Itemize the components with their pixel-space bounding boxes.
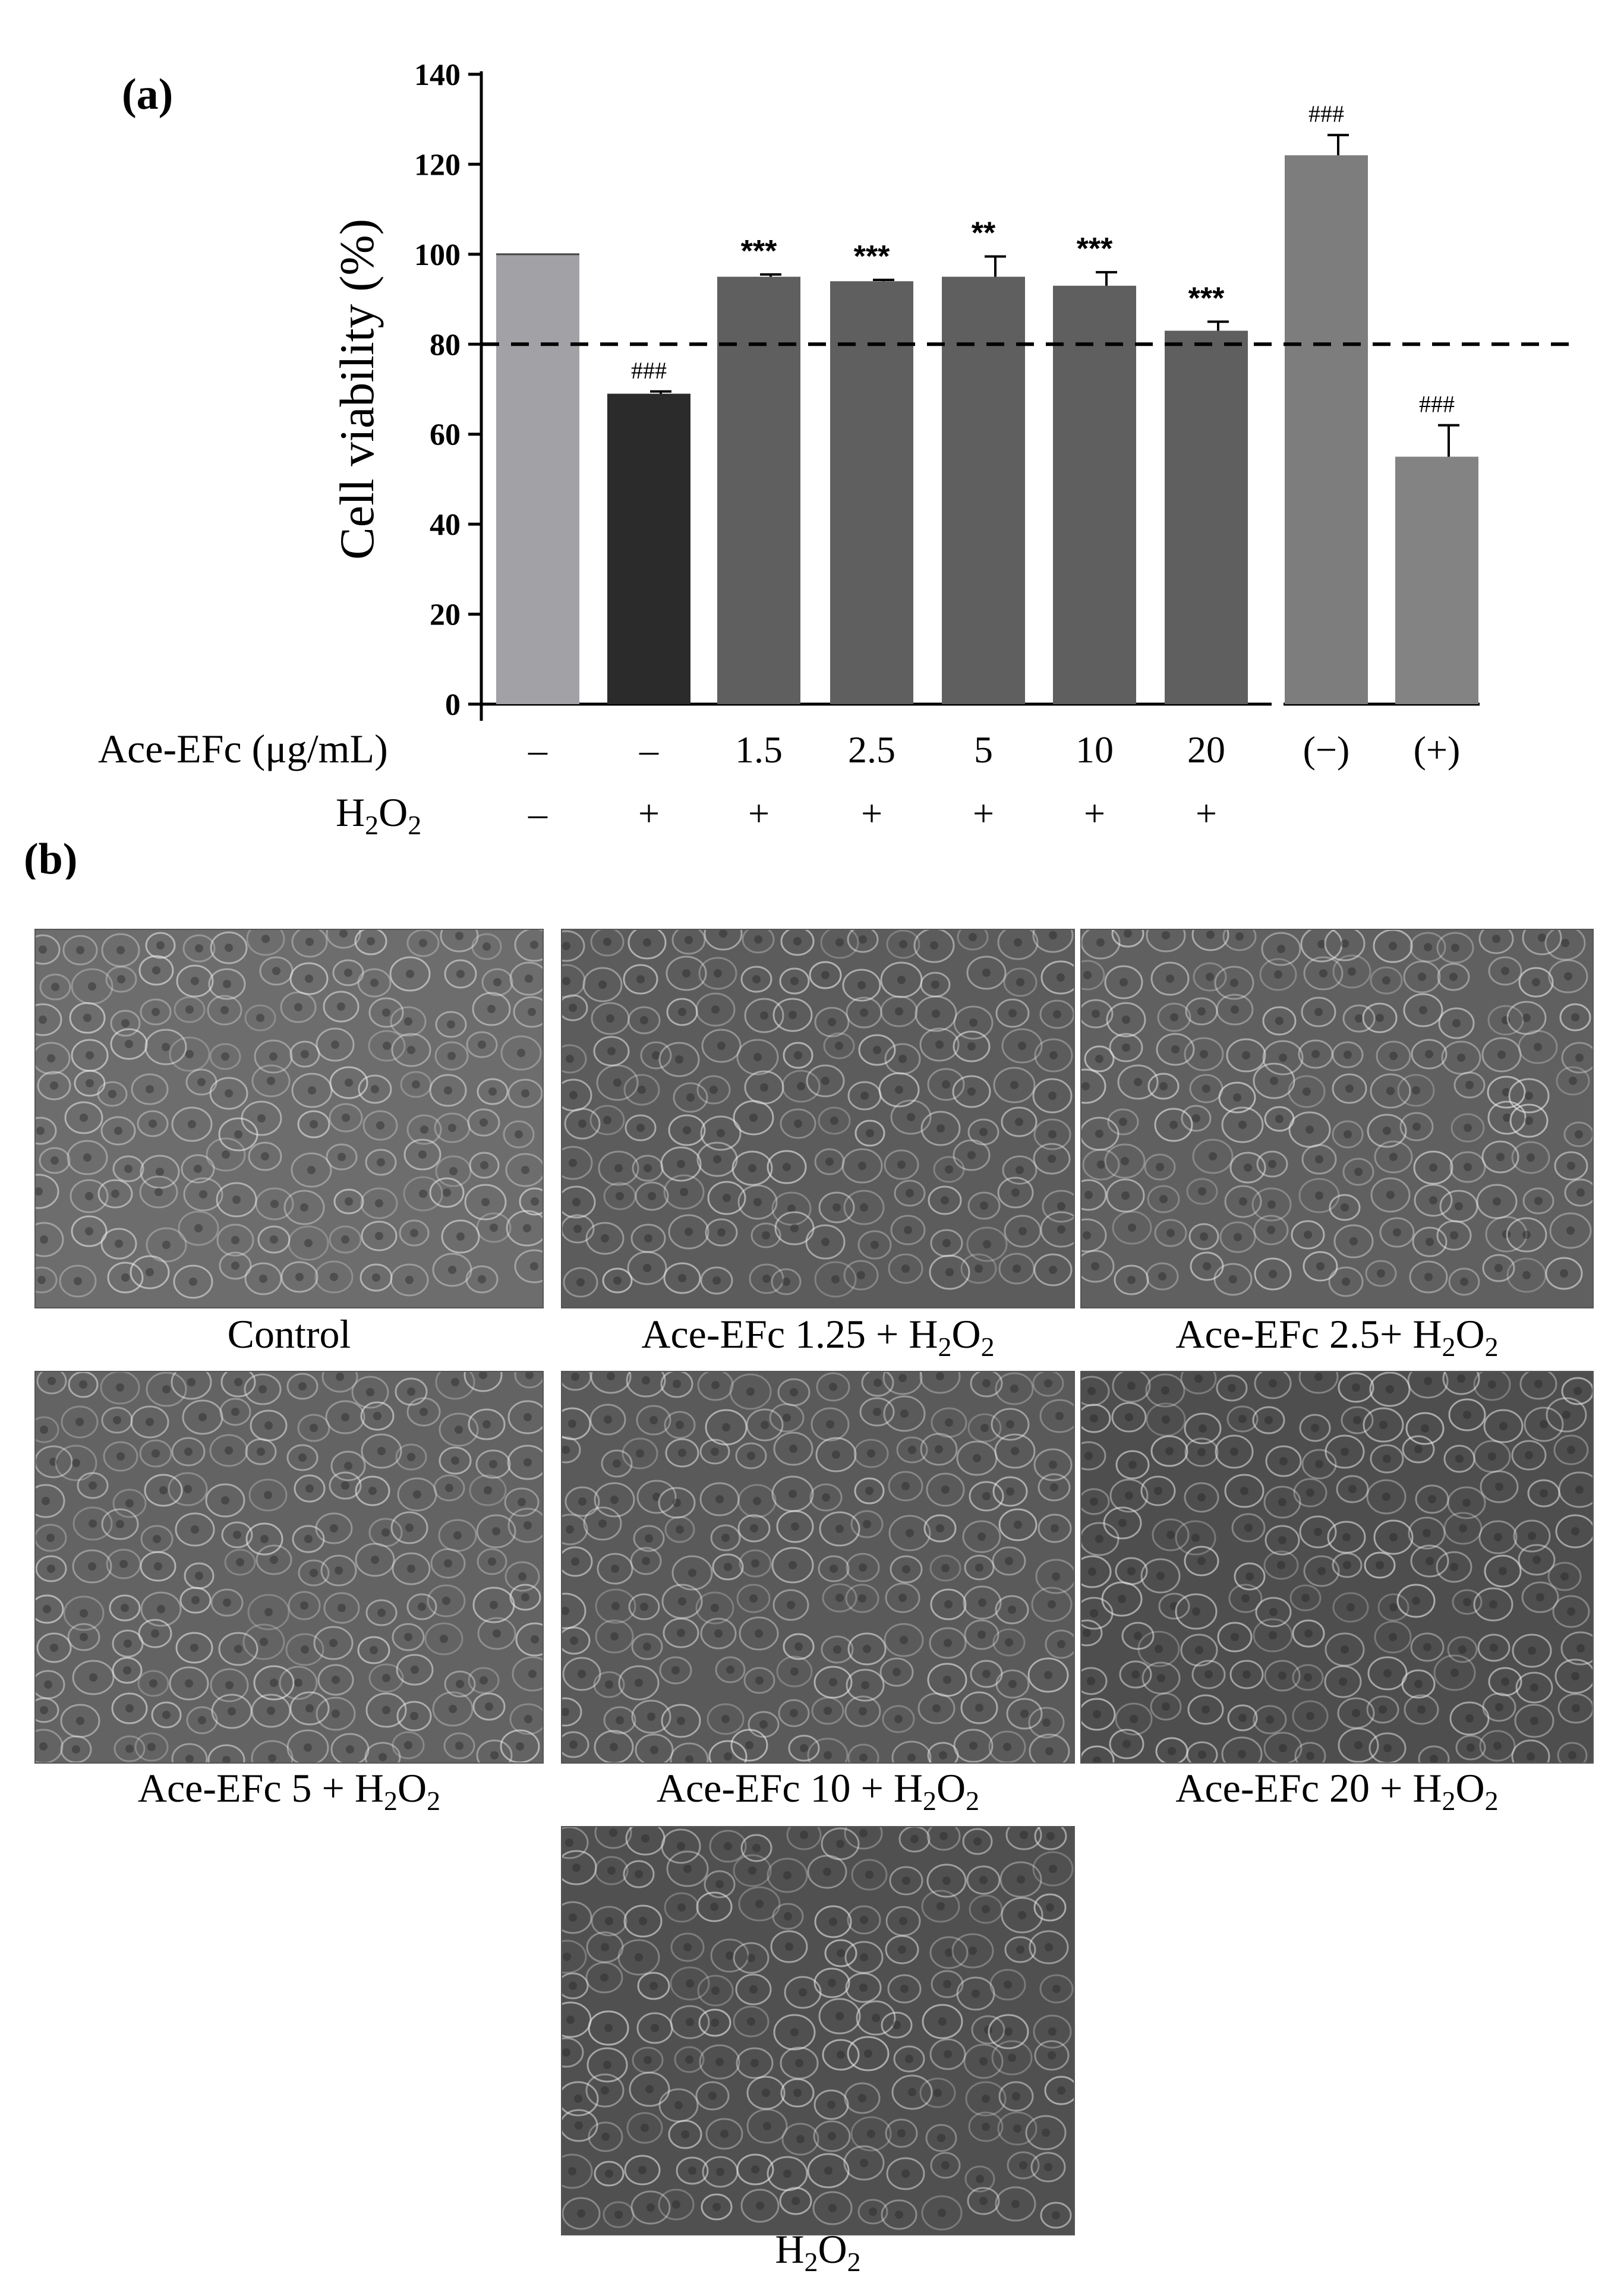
bar-7: [1165, 330, 1248, 704]
subscript: 2: [1442, 1332, 1456, 1362]
oxygen-symbol: O: [951, 1311, 981, 1357]
bar-9: [1395, 456, 1478, 704]
bar-8: [1285, 155, 1368, 704]
subscript: 2: [966, 1786, 980, 1816]
row-h2o2-cell: +: [861, 792, 882, 834]
subscript: 2: [938, 1332, 952, 1362]
annotation-2: ###: [631, 357, 667, 384]
panel-b-label: (b): [24, 835, 77, 879]
subscript: 2: [980, 1332, 995, 1362]
caption-text: Ace-EFc 1.25 + H: [641, 1311, 938, 1357]
micrograph-caption: Ace-EFc 10 + H2O2: [561, 1765, 1075, 1817]
annotation-9: ###: [1419, 391, 1455, 418]
caption-text: Ace-EFc 2.5+ H: [1175, 1311, 1442, 1357]
oxygen-symbol: O: [1455, 1311, 1485, 1357]
row-ace-cell: 10: [1076, 729, 1114, 771]
micrograph-caption: Ace-EFc 1.25 + H2O2: [561, 1311, 1075, 1363]
bar-5: [942, 276, 1025, 704]
y-tick-label: 120: [414, 148, 461, 182]
oxygen-symbol: O: [398, 1765, 427, 1811]
bar-4: [830, 281, 913, 704]
subscript: 2: [804, 2247, 818, 2277]
row-ace-cell: –: [528, 729, 548, 771]
y-axis-label: Cell viability (%): [330, 219, 384, 560]
row-h2o2-cell: +: [748, 792, 770, 834]
annotation-6: ***: [1077, 232, 1113, 266]
subscript: 2: [1442, 1786, 1456, 1816]
y-tick-label: 100: [414, 238, 461, 272]
row-h2o2-cell: +: [638, 792, 660, 834]
row-h2o2-label: H2O2: [336, 790, 421, 840]
caption-text: H: [775, 2227, 805, 2272]
annotation-4: ***: [854, 239, 890, 274]
micrograph-caption: Ace-EFc 20 + H2O2: [1080, 1765, 1594, 1817]
annotation-3: ***: [741, 234, 777, 269]
subscript: 2: [427, 1786, 441, 1816]
row-h2o2-cell: +: [1084, 792, 1105, 834]
y-tick-label: 60: [430, 418, 461, 452]
row-h2o2-cell: +: [973, 792, 994, 834]
row-h2o2-cell: +: [1196, 792, 1217, 834]
y-tick-label: 140: [414, 58, 461, 92]
micrograph-4: [34, 1371, 544, 1764]
y-tick-label: 80: [430, 328, 461, 362]
y-tick-label: 0: [445, 688, 461, 722]
subscript: 2: [1484, 1332, 1499, 1362]
micrograph-7: [561, 1826, 1075, 2235]
micrograph-1: [34, 929, 544, 1308]
oxygen-symbol: O: [936, 1765, 966, 1811]
micrograph-3: [1080, 929, 1594, 1308]
caption-text: Control: [227, 1311, 351, 1357]
row-ace-cell: 20: [1187, 729, 1225, 771]
oxygen-symbol: O: [1455, 1765, 1485, 1811]
micrograph-caption: Control: [34, 1311, 544, 1358]
annotation-8: ###: [1308, 100, 1344, 127]
micrograph-6: [1080, 1371, 1594, 1764]
oxygen-symbol: O: [818, 2227, 847, 2272]
panel-a-label: (a): [122, 70, 173, 119]
caption-text: Ace-EFc 20 + H: [1175, 1765, 1442, 1811]
subscript: 2: [923, 1786, 936, 1816]
annotation-5: **: [972, 216, 996, 251]
caption-text: Ace-EFc 5 + H: [137, 1765, 384, 1811]
bar-chart: (a) 0 20 40 60 80 100 120 140 Cell viability (%) #…: [24, 58, 1575, 879]
row-ace-cell: 5: [974, 729, 993, 771]
annotation-7: ***: [1188, 281, 1225, 316]
row-ace-cell: 2.5: [848, 729, 895, 771]
subscript: 2: [384, 1786, 398, 1816]
caption-text: Ace-EFc 10 + H: [656, 1765, 923, 1811]
row-h2o2-cell: –: [528, 792, 548, 834]
micrograph-caption: H2O2: [561, 2226, 1075, 2278]
row-ace-cell: 1.5: [735, 729, 783, 771]
subscript: 2: [847, 2247, 861, 2277]
y-tick-label: 40: [430, 508, 461, 542]
row-ace-cell: (+): [1414, 729, 1461, 771]
bar-6: [1053, 285, 1136, 704]
bar-2: [607, 393, 690, 704]
row-ace-label: Ace-EFc (μg/mL): [98, 726, 388, 771]
micrograph-2: [561, 929, 1075, 1308]
subscript: 2: [1484, 1786, 1499, 1816]
row-ace-cell: –: [639, 729, 659, 771]
micrograph-caption: Ace-EFc 2.5+ H2O2: [1080, 1311, 1594, 1363]
micrograph-5: [561, 1371, 1075, 1764]
row-ace-cell: (−): [1303, 729, 1350, 771]
bar-3: [717, 276, 800, 704]
micrograph-caption: Ace-EFc 5 + H2O2: [34, 1765, 544, 1817]
y-tick-label: 20: [430, 598, 461, 632]
bar-1: [496, 254, 579, 704]
